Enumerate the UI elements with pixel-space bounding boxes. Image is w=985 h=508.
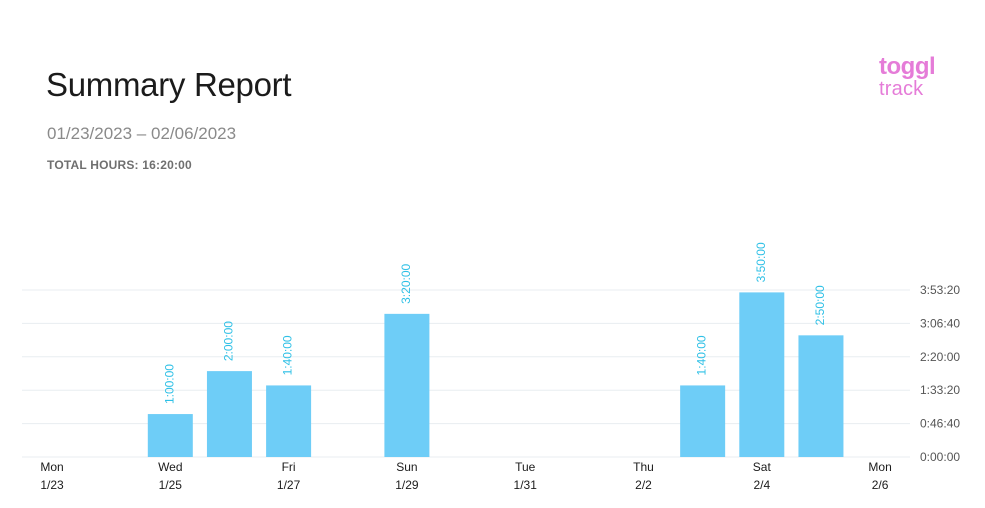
x-tick-date-label: 2/2 bbox=[635, 478, 652, 492]
bar-1-27[interactable] bbox=[266, 385, 312, 457]
x-tick-date-label: 1/23 bbox=[40, 478, 64, 492]
bar-value-label: 3:20:00 bbox=[399, 263, 413, 303]
logo-line-toggl: toggl bbox=[879, 53, 936, 80]
x-tick-day-label: Thu bbox=[633, 460, 654, 474]
x-tick-day-label: Wed bbox=[158, 460, 182, 474]
x-tick-day-label: Sat bbox=[753, 460, 772, 474]
bar-value-label: 3:50:00 bbox=[754, 242, 768, 282]
bar-value-label: 2:00:00 bbox=[221, 321, 235, 361]
logo-line-track: track bbox=[879, 78, 924, 100]
report-title: Summary Report bbox=[46, 66, 292, 103]
x-tick-date-label: 2/4 bbox=[753, 478, 770, 492]
bar-value-label: 2:50:00 bbox=[813, 285, 827, 325]
x-tick-day-label: Sun bbox=[396, 460, 417, 474]
bar-1-25[interactable] bbox=[147, 414, 193, 457]
bar-value-label: 1:40:00 bbox=[281, 335, 295, 375]
x-tick-date-label: 1/29 bbox=[395, 478, 419, 492]
bar-2-4[interactable] bbox=[739, 292, 785, 457]
x-tick-date-label: 1/31 bbox=[514, 478, 538, 492]
bar-2-3[interactable] bbox=[680, 385, 726, 457]
x-tick-day-label: Tue bbox=[515, 460, 536, 474]
date-range: 01/23/2023 – 02/06/2023 bbox=[47, 124, 237, 143]
bar-2-5[interactable] bbox=[798, 335, 844, 457]
y-tick-label: 0:46:40 bbox=[920, 417, 960, 431]
bar-1-26[interactable] bbox=[206, 371, 252, 457]
y-tick-label: 3:53:20 bbox=[920, 283, 960, 297]
total-hours: TOTAL HOURS: 16:20:00 bbox=[47, 158, 192, 172]
x-tick-day-label: Mon bbox=[40, 460, 63, 474]
x-tick-day-label: Mon bbox=[868, 460, 891, 474]
x-tick-date-label: 2/6 bbox=[872, 478, 889, 492]
y-tick-label: 1:33:20 bbox=[920, 383, 960, 397]
x-tick-date-label: 1/25 bbox=[159, 478, 183, 492]
bar-1-29[interactable] bbox=[384, 313, 430, 457]
y-tick-label: 2:20:00 bbox=[920, 350, 960, 364]
bar-value-label: 1:40:00 bbox=[695, 335, 709, 375]
y-tick-label: 3:06:40 bbox=[920, 316, 960, 330]
y-tick-label: 0:00:00 bbox=[920, 450, 960, 464]
x-tick-date-label: 1/27 bbox=[277, 478, 301, 492]
x-tick-day-label: Fri bbox=[282, 460, 296, 474]
bar-value-label: 1:00:00 bbox=[162, 364, 176, 404]
toggl-track-logo: toggl track bbox=[879, 53, 949, 100]
